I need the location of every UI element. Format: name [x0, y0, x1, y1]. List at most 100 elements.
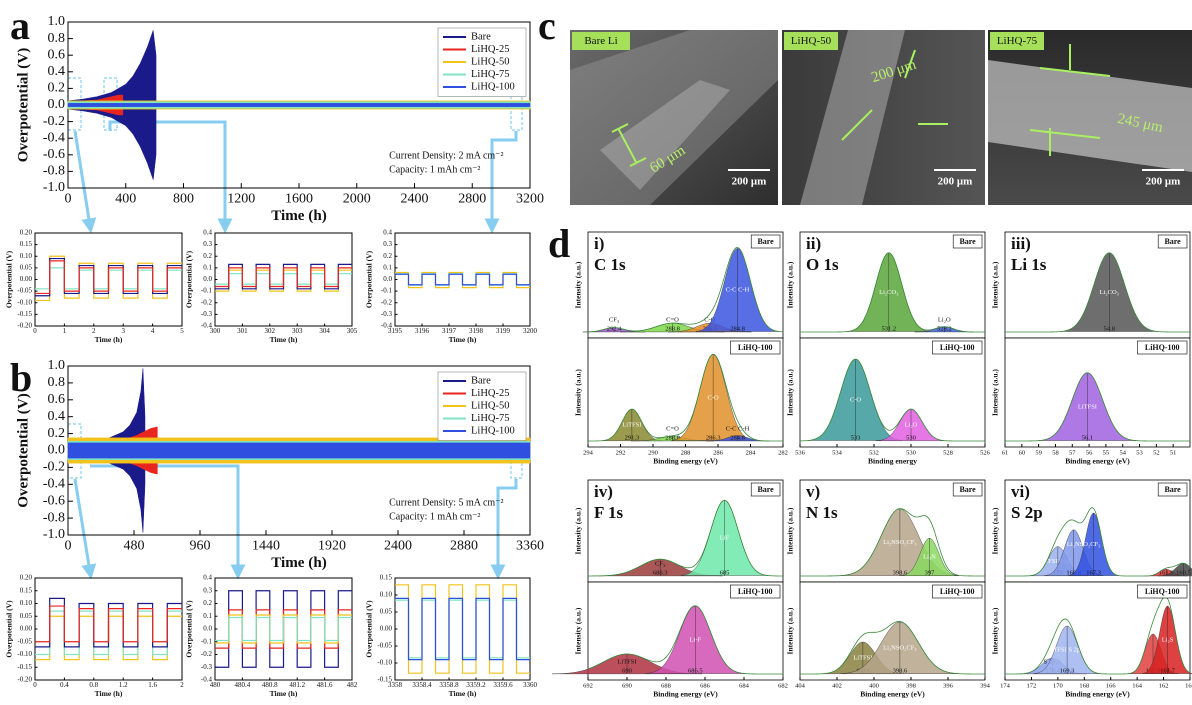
- y-tick-label: 0.05: [20, 263, 33, 271]
- x-axis-label: Binding energy (eV): [653, 457, 718, 466]
- x-tick-label: 294: [583, 449, 594, 456]
- peak-position-label: 398.6: [893, 667, 908, 674]
- x-tick-label: 1920: [318, 538, 346, 553]
- y-tick-label: 0.10: [20, 252, 33, 260]
- x-axis-label: Time (h): [95, 689, 123, 698]
- y-tick-label: -0.1: [201, 637, 213, 645]
- y-axis-label: Intensity (a.u.): [574, 607, 583, 654]
- peak-position-label: 685: [720, 569, 730, 576]
- y-axis-label: Intensity (a.u.): [786, 607, 795, 654]
- x-tick-label: 534: [832, 449, 843, 456]
- x-tick-label: 53: [1136, 449, 1143, 456]
- legend-label: LiHQ-50: [471, 400, 510, 411]
- x-tick-label: 305: [347, 327, 358, 335]
- y-axis-label: Overpotential (V): [5, 250, 14, 308]
- y-tick-label: 0.4: [203, 229, 212, 237]
- step-line: [395, 598, 530, 659]
- peak-position-label: 161.7: [1160, 667, 1175, 674]
- y-tick-label: 0.10: [380, 591, 393, 599]
- y-axis-label: Intensity (a.u.): [991, 507, 1000, 554]
- y-tick-label: -0.4: [201, 322, 213, 330]
- peak-label: C=O: [666, 425, 679, 432]
- y-tick-label: 0.4: [48, 409, 66, 424]
- x-tick-label: 530: [906, 449, 916, 456]
- x-tick-label: 480.4: [235, 681, 251, 689]
- sample-label: LiHQ-100: [738, 587, 773, 596]
- peak-position-label: 292.4: [607, 325, 622, 332]
- y-tick-label: -0.05: [17, 287, 32, 295]
- x-tick-label: 528: [943, 449, 953, 456]
- y-tick-label: -0.15: [17, 663, 32, 671]
- peak-position-label: 169.3: [1060, 667, 1075, 674]
- x-tick-label: 3196: [415, 327, 430, 335]
- x-tick-label: 3358.4: [412, 681, 432, 689]
- legend-label: LiHQ-25: [471, 388, 510, 399]
- sem-label: Bare Li: [584, 35, 617, 47]
- y-tick-label: -0.3: [201, 663, 213, 671]
- peak-position-label: 160.5: [1176, 569, 1191, 576]
- x-tick-label: 1.2: [119, 681, 128, 689]
- x-tick-label: 688: [661, 682, 671, 689]
- x-tick-label: 55: [1103, 449, 1110, 456]
- x-tick-label: 684: [739, 682, 750, 689]
- peak-label: LiTFSI: [617, 658, 636, 665]
- x-tick-label: 686: [700, 682, 711, 689]
- panel-subtitle: Li 1s: [1011, 255, 1047, 274]
- x-tick-label: 290: [648, 449, 658, 456]
- sample-label: LiHQ-100: [1145, 587, 1180, 596]
- callout-arrow: [90, 466, 238, 572]
- y-tick-label: 0.2: [203, 252, 212, 260]
- y-tick-label: 0.00: [20, 625, 33, 633]
- y-tick-label: 0.15: [20, 586, 33, 594]
- x-tick-label: 0: [33, 681, 37, 689]
- x-axis-label: Binding energy (eV): [653, 690, 718, 699]
- panel-subtitle: N 1s: [806, 503, 838, 522]
- x-tick-label: 3197: [442, 327, 457, 335]
- panel-title: i): [594, 234, 604, 253]
- legend-label: LiHQ-50: [471, 56, 510, 67]
- x-tick-label: 0.4: [60, 681, 69, 689]
- y-tick-label: -0.10: [377, 659, 392, 667]
- x-tick-label: 2400: [401, 191, 429, 206]
- y-tick-label: 0.00: [380, 625, 393, 633]
- panel-title: ii): [806, 234, 821, 253]
- y-tick-label: -0.2: [201, 298, 213, 306]
- x-tick-label: 5: [180, 327, 184, 335]
- y-tick-label: -0.4: [43, 477, 65, 492]
- x-axis-label: Binding energy (eV): [1065, 457, 1130, 466]
- y-axis-label: Overpotential (V): [185, 250, 194, 308]
- y-tick-label: 0.0: [203, 625, 212, 633]
- y-tick-label: 0.1: [203, 263, 212, 271]
- peak-label: LiF: [720, 535, 730, 542]
- peak-position-label: 56.1: [1082, 434, 1093, 441]
- y-axis-label: Intensity (a.u.): [574, 261, 583, 308]
- x-tick-label: 58: [1052, 449, 1059, 456]
- y-tick-label: 0.0: [48, 97, 66, 112]
- legend-label: LiHQ-25: [471, 44, 510, 55]
- x-tick-label: 288: [681, 449, 691, 456]
- legend-label: LiHQ-100: [471, 81, 515, 92]
- x-tick-label: 3358.8: [439, 681, 459, 689]
- peak-position-label: 688.3: [653, 569, 668, 576]
- peak-position-label: 54.8: [1104, 325, 1115, 332]
- x-tick-label: 164: [1132, 682, 1143, 689]
- x-tick-label: 160: [1185, 682, 1192, 689]
- x-tick-label: 480.8: [262, 681, 278, 689]
- y-tick-label: 0.05: [20, 612, 33, 620]
- y-tick-label: 0.6: [48, 392, 66, 407]
- panel-subtitle: O 1s: [806, 255, 839, 274]
- peak-position-label: 167.3: [1086, 569, 1101, 576]
- y-axis-label: Intensity (a.u.): [991, 607, 1000, 654]
- y-tick-label: 0.15: [20, 240, 33, 248]
- x-tick-label: 1: [63, 327, 67, 335]
- peak-position-label: 291.3: [625, 434, 640, 441]
- peak-label: Li₃N: [923, 554, 936, 561]
- x-tick-label: 0: [33, 327, 37, 335]
- y-tick-label: -0.3: [381, 310, 393, 318]
- envelope-lower: [68, 451, 530, 459]
- annotation: Current Density: 5 mA cm⁻²: [389, 497, 503, 508]
- x-tick-label: 526: [980, 449, 991, 456]
- x-tick-label: 4: [151, 327, 155, 335]
- x-axis-label: Binding energy (eV): [1065, 690, 1130, 699]
- sample-label: Bare: [757, 237, 774, 246]
